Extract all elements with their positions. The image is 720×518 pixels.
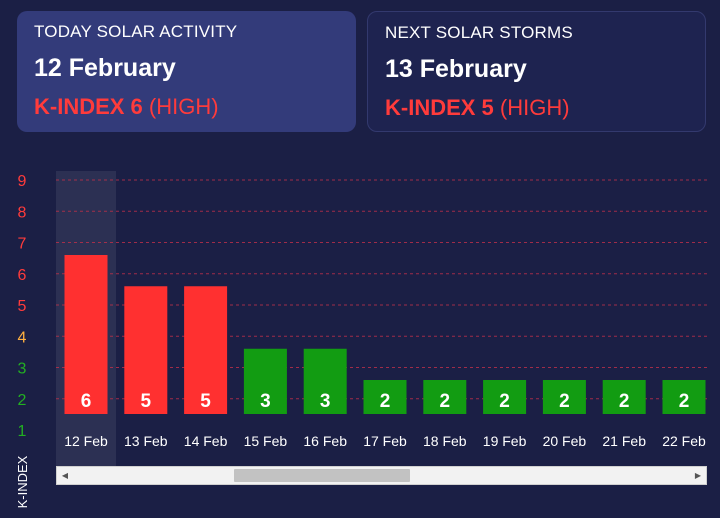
bar-value-label-1: 5 [141, 391, 152, 412]
bar-0 [64, 255, 108, 414]
next-card-date: 13 February [385, 55, 527, 83]
x-tick-label-2: 14 Feb [184, 433, 228, 449]
scroll-left-arrow-icon[interactable]: ◀ [61, 471, 69, 480]
bar-8 [542, 380, 586, 414]
x-tick-label-8: 20 Feb [543, 433, 587, 449]
bar-1 [124, 286, 168, 414]
today-card-date: 12 February [34, 54, 176, 82]
today-card-kindex: K-INDEX 6 (HIGH) [34, 94, 339, 120]
y-tick-label-4: 4 [18, 329, 27, 346]
bar-value-label-5: 2 [380, 391, 391, 412]
today-kindex-level: (HIGH) [148, 94, 219, 119]
y-axis-title: K-INDEX [15, 455, 30, 508]
x-tick-label-4: 16 Feb [303, 433, 347, 449]
bar-5 [363, 380, 407, 414]
y-tick-label-8: 8 [18, 204, 27, 221]
bar-value-label-0: 6 [81, 391, 92, 412]
bar-9 [602, 380, 646, 414]
x-tick-label-3: 15 Feb [244, 433, 288, 449]
next-storms-card: NEXT SOLAR STORMS 13 February K-INDEX 5 … [367, 11, 706, 132]
y-tick-label-6: 6 [18, 267, 27, 284]
x-tick-label-5: 17 Feb [363, 433, 407, 449]
chart-horizontal-scrollbar[interactable]: ◀ ▶ [56, 466, 707, 485]
x-tick-label-6: 18 Feb [423, 433, 467, 449]
today-activity-card: TODAY SOLAR ACTIVITY 12 February K-INDEX… [17, 11, 356, 132]
bar-value-label-2: 5 [200, 391, 211, 412]
bar-4 [303, 348, 347, 414]
bar-2 [184, 286, 228, 414]
bar-7 [483, 380, 527, 414]
x-tick-label-1: 13 Feb [124, 433, 168, 449]
next-kindex-level: (HIGH) [499, 95, 570, 120]
y-tick-label-1: 1 [18, 423, 27, 440]
bar-value-label-8: 2 [559, 391, 570, 412]
y-tick-label-5: 5 [18, 298, 27, 315]
y-tick-label-3: 3 [18, 361, 27, 378]
y-tick-label-2: 2 [18, 392, 27, 409]
bar-value-label-9: 2 [619, 391, 630, 412]
next-card-kindex: K-INDEX 5 (HIGH) [385, 95, 688, 121]
bar-value-label-10: 2 [679, 391, 690, 412]
bar-value-label-3: 3 [260, 391, 271, 412]
scroll-thumb[interactable] [234, 469, 410, 482]
bar-6 [423, 380, 467, 414]
x-tick-label-9: 21 Feb [602, 433, 646, 449]
bar-value-label-6: 2 [440, 391, 451, 412]
bar-value-label-4: 3 [320, 391, 331, 412]
bar-3 [243, 348, 287, 414]
bar-10 [662, 380, 706, 414]
scroll-right-arrow-icon[interactable]: ▶ [694, 471, 702, 480]
next-kindex-value: K-INDEX 5 [385, 95, 494, 120]
bar-value-label-7: 2 [499, 391, 510, 412]
y-tick-label-7: 7 [18, 236, 27, 253]
today-kindex-value: K-INDEX 6 [34, 94, 143, 119]
x-tick-label-0: 12 Feb [64, 433, 108, 449]
next-card-label: NEXT SOLAR STORMS [385, 23, 573, 42]
x-tick-label-7: 19 Feb [483, 433, 527, 449]
y-tick-label-9: 9 [18, 173, 27, 190]
today-card-label: TODAY SOLAR ACTIVITY [34, 22, 238, 41]
x-tick-label-10: 22 Feb [662, 433, 706, 449]
